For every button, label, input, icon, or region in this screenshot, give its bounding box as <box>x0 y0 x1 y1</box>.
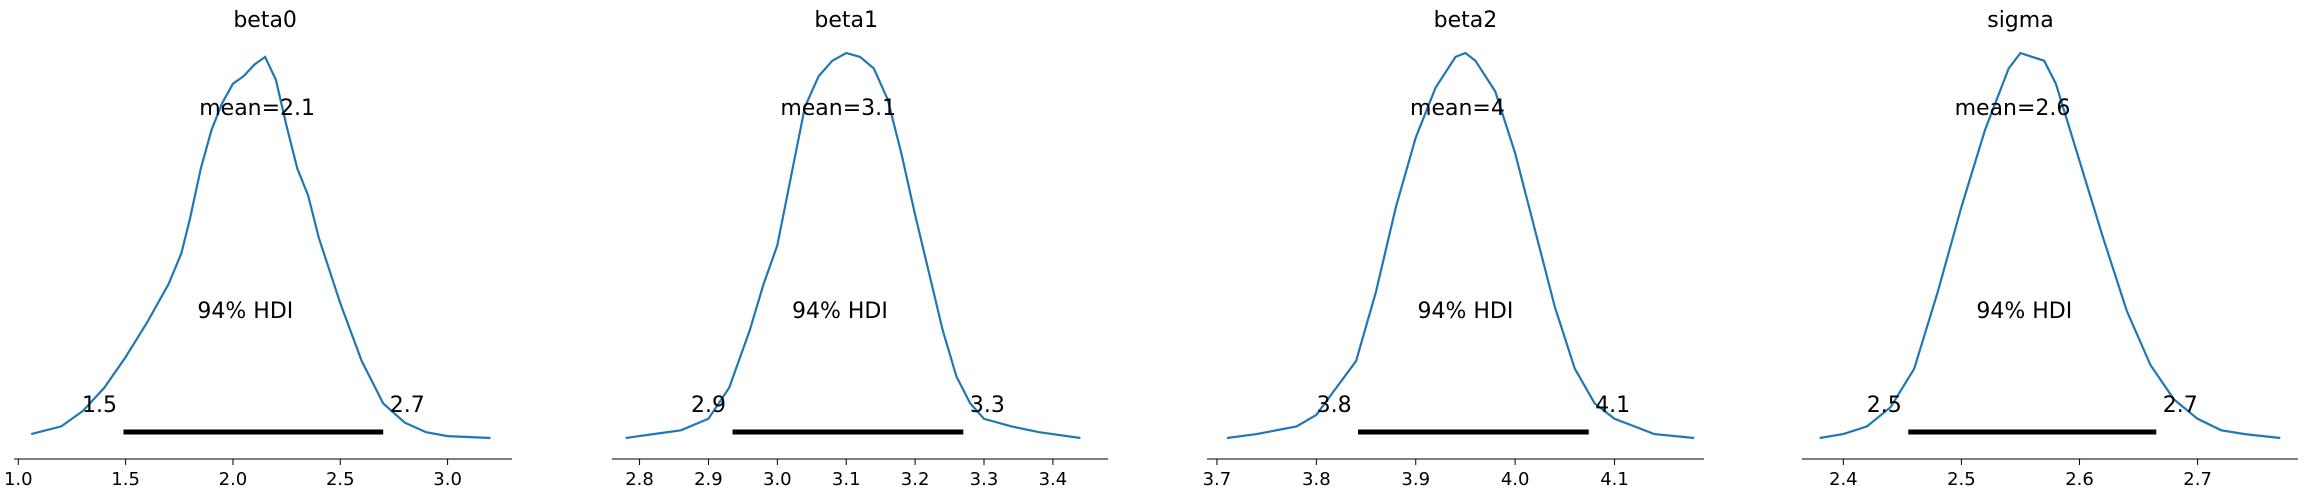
hdi-label: 94% HDI <box>197 299 293 324</box>
x-tick-label: 1.5 <box>111 469 140 490</box>
panel-sigma: sigma mean=2.6 94% HDI 2.5 2.7 2.4 2.5 2.6 2.7 <box>1802 8 2298 490</box>
hdi-high-label: 2.7 <box>390 393 425 418</box>
hdi-low-label: 1.5 <box>82 393 117 418</box>
x-tick-label: 2.4 <box>1829 469 1858 490</box>
hdi-label: 94% HDI <box>1976 299 2072 324</box>
x-tick-label: 2.9 <box>694 469 723 490</box>
panel-title: beta0 <box>233 8 297 33</box>
mean-label: mean=2.6 <box>1955 96 2071 121</box>
panel-title: beta1 <box>814 8 878 33</box>
x-tick-label: 2.6 <box>2065 469 2094 490</box>
x-tick-label: 3.1 <box>832 469 861 490</box>
x-tick-label: 3.0 <box>433 469 462 490</box>
density-line <box>30 55 491 440</box>
mean-label: mean=3.1 <box>780 96 896 121</box>
x-tick-label: 3.2 <box>901 469 930 490</box>
hdi-low-label: 3.8 <box>1317 393 1352 418</box>
x-tick-label: 3.0 <box>763 469 792 490</box>
hdi-high-label: 4.1 <box>1595 393 1630 418</box>
panel-beta0: beta0 mean=2.1 94% HDI 1.5 2.7 1.0 1.5 2.0 2.5 3… <box>4 8 512 490</box>
hdi-high-label: 3.3 <box>970 393 1005 418</box>
x-tick-label: 3.4 <box>1039 469 1068 490</box>
density-line <box>1226 51 1695 440</box>
x-tick-label: 3.8 <box>1302 469 1331 490</box>
x-tick-label: 3.3 <box>970 469 999 490</box>
x-tick-label: 1.0 <box>4 469 33 490</box>
mean-label: mean=4 <box>1410 96 1505 121</box>
x-tick-label: 4.1 <box>1600 469 1629 490</box>
x-tick-label: 3.9 <box>1401 469 1430 490</box>
panel-title: beta2 <box>1434 8 1498 33</box>
hdi-label: 94% HDI <box>792 299 888 324</box>
panel-title: sigma <box>1987 8 2053 33</box>
density-line <box>625 51 1081 440</box>
hdi-label: 94% HDI <box>1417 299 1513 324</box>
x-tick-label: 2.7 <box>2183 469 2212 490</box>
x-tick-label: 3.7 <box>1203 469 1232 490</box>
panel-beta1: beta1 mean=3.1 94% HDI 2.9 3.3 2.8 2.9 3.0 3.1 3… <box>612 8 1108 490</box>
mean-label: mean=2.1 <box>199 96 315 121</box>
hdi-high-label: 2.7 <box>2163 393 2198 418</box>
hdi-low-label: 2.5 <box>1867 393 1902 418</box>
panel-beta2: beta2 mean=4 94% HDI 3.8 4.1 3.7 3.8 3.9 4.0 4.1 <box>1203 8 1704 490</box>
x-tick-label: 4.0 <box>1501 469 1530 490</box>
x-tick-label: 2.8 <box>625 469 654 490</box>
x-tick-label: 2.5 <box>1947 469 1976 490</box>
hdi-low-label: 2.9 <box>691 393 726 418</box>
x-tick-label: 2.5 <box>326 469 355 490</box>
x-tick-label: 2.0 <box>219 469 248 490</box>
density-line <box>1819 51 2281 440</box>
